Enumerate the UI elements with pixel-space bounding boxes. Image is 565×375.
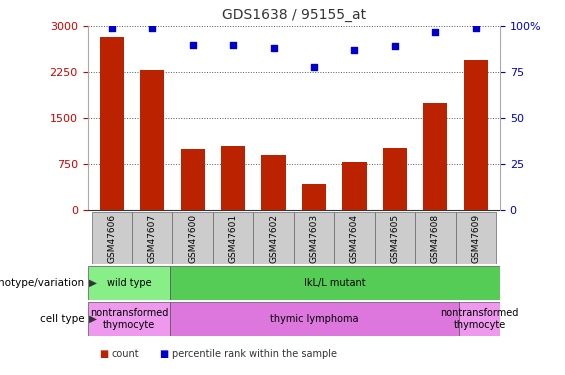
Point [148,25,157,31]
Text: GSM47603: GSM47603 [310,214,319,262]
Point [188,42,197,48]
Bar [415,212,455,264]
Bar [140,70,164,210]
Bar [459,302,500,336]
Text: ■: ■ [99,350,108,359]
Bar [302,184,326,210]
Text: count: count [111,350,139,359]
Point [390,44,399,50]
Text: GSM47604: GSM47604 [350,214,359,262]
Bar [92,212,132,264]
Text: nontransformed
thymocyte: nontransformed thymocyte [440,308,519,330]
Bar [88,302,170,336]
Bar [464,60,488,210]
Text: wild type: wild type [107,278,151,288]
Point [310,64,319,70]
Title: GDS1638 / 95155_at: GDS1638 / 95155_at [221,9,366,22]
Point [431,29,440,35]
Text: nontransformed
thymocyte: nontransformed thymocyte [90,308,168,330]
Text: IkL/L mutant: IkL/L mutant [304,278,366,288]
Bar [172,212,213,264]
Bar [170,266,500,300]
Text: GSM47608: GSM47608 [431,214,440,262]
Text: GSM47605: GSM47605 [390,214,399,262]
Text: ▶: ▶ [89,278,97,288]
Text: GSM47606: GSM47606 [107,214,116,262]
Bar [88,266,170,300]
Bar [181,149,205,210]
Text: cell type: cell type [40,314,85,324]
Text: thymic lymphoma: thymic lymphoma [270,314,359,324]
Text: genotype/variation: genotype/variation [0,278,85,288]
Text: ■: ■ [159,350,168,359]
Text: GSM47609: GSM47609 [471,214,480,262]
Point [229,42,238,48]
Text: GSM47602: GSM47602 [269,214,278,262]
Text: ▶: ▶ [89,314,97,324]
Text: GSM47601: GSM47601 [229,214,238,262]
Bar [375,212,415,264]
Bar [213,212,253,264]
Point [269,45,278,51]
Point [471,25,480,31]
Bar [262,155,286,210]
Bar [423,103,447,210]
Point [350,47,359,53]
Bar [132,212,172,264]
Bar [294,212,334,264]
Bar [221,146,245,210]
Bar [99,37,124,210]
Bar [342,162,367,210]
Bar [455,212,496,264]
Bar [334,212,375,264]
Bar [170,302,459,336]
Text: GSM47607: GSM47607 [148,214,157,262]
Bar [253,212,294,264]
Point [107,25,116,31]
Text: GSM47600: GSM47600 [188,214,197,262]
Text: percentile rank within the sample: percentile rank within the sample [172,350,337,359]
Bar [383,148,407,210]
